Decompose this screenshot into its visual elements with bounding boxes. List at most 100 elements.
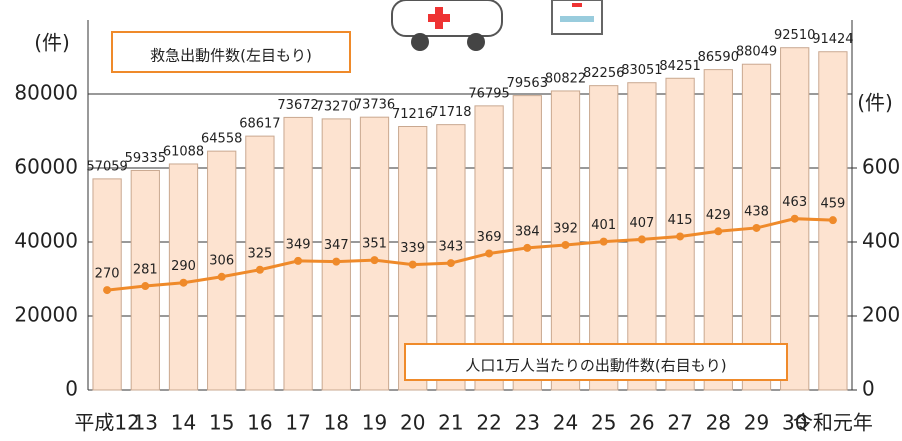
x-tick-label: 19 bbox=[362, 411, 387, 435]
bar bbox=[92, 178, 122, 391]
line-value-label: 384 bbox=[515, 224, 540, 239]
line-value-label: 401 bbox=[591, 218, 616, 233]
legend-label: 人口1万人当たりの出動件数(右目もり) bbox=[465, 357, 726, 375]
bar bbox=[550, 90, 581, 391]
x-tick-label: 平成12 bbox=[74, 411, 139, 435]
line-value-label: 347 bbox=[324, 238, 349, 253]
line-point bbox=[255, 265, 264, 274]
y2-tick-label: 0 bbox=[862, 377, 875, 401]
bar bbox=[207, 150, 237, 391]
line-value-label: 306 bbox=[209, 253, 234, 268]
line-point bbox=[217, 272, 226, 281]
x-tick-label: 23 bbox=[515, 411, 540, 435]
y-tick-label: 40000 bbox=[14, 229, 78, 253]
line-value-label: 369 bbox=[477, 230, 502, 245]
bar bbox=[245, 135, 275, 391]
legend-label: 救急出動件数(左目もり) bbox=[150, 47, 312, 65]
x-tick-label: 22 bbox=[476, 411, 501, 435]
bar bbox=[168, 163, 199, 391]
x-tick-label: 27 bbox=[667, 411, 692, 435]
x-tick-label: 25 bbox=[591, 411, 616, 435]
bar-value-label: 71718 bbox=[430, 105, 471, 120]
bar bbox=[321, 118, 351, 391]
x-tick-label: 令和元年 bbox=[793, 411, 873, 435]
x-tick-label: 15 bbox=[209, 411, 234, 435]
line-point bbox=[714, 227, 723, 236]
y-axis-label: (件) bbox=[34, 31, 70, 55]
line-value-label: 349 bbox=[286, 237, 311, 252]
bar-value-label: 79563 bbox=[507, 76, 548, 91]
y-tick-label: 80000 bbox=[14, 81, 78, 105]
line-value-label: 343 bbox=[438, 240, 463, 255]
bar bbox=[359, 116, 390, 391]
line-point bbox=[676, 232, 685, 241]
bar-value-label: 83051 bbox=[621, 63, 662, 78]
line-point bbox=[752, 223, 761, 232]
x-tick-label: 18 bbox=[324, 411, 349, 435]
line-value-label: 351 bbox=[362, 237, 387, 252]
bar-value-label: 57059 bbox=[86, 159, 127, 174]
bar-value-label: 76795 bbox=[468, 86, 509, 101]
y2-tick-label: 400 bbox=[862, 229, 900, 253]
legend-box bbox=[404, 343, 788, 381]
bar-value-label: 80822 bbox=[545, 71, 586, 86]
bar bbox=[130, 169, 160, 391]
bar bbox=[512, 95, 542, 391]
line-point bbox=[370, 256, 379, 265]
line-value-label: 325 bbox=[247, 246, 272, 261]
bar-value-label: 73672 bbox=[277, 98, 318, 113]
line-point bbox=[103, 286, 112, 295]
x-tick-label: 16 bbox=[247, 411, 272, 435]
bar-value-label: 88049 bbox=[736, 45, 777, 60]
y2-tick-label: 600 bbox=[862, 155, 900, 179]
y-tick-label: 0 bbox=[65, 377, 78, 401]
y-tick-label: 60000 bbox=[14, 155, 78, 179]
bar-value-label: 59335 bbox=[125, 151, 166, 166]
line-point bbox=[485, 249, 494, 258]
bar-value-label: 92510 bbox=[774, 28, 815, 43]
line-point bbox=[446, 259, 455, 268]
x-tick-label: 26 bbox=[629, 411, 654, 435]
x-tick-label: 20 bbox=[400, 411, 425, 435]
y2-axis-label: (件) bbox=[857, 91, 893, 115]
x-tick-label: 24 bbox=[553, 411, 578, 435]
bar-value-label: 91424 bbox=[812, 32, 853, 47]
line-point bbox=[599, 237, 608, 246]
x-tick-label: 17 bbox=[285, 411, 310, 435]
x-tick-label: 14 bbox=[171, 411, 196, 435]
line-value-label: 270 bbox=[95, 267, 120, 282]
line-point bbox=[294, 256, 303, 265]
line-value-label: 438 bbox=[744, 204, 769, 219]
line-point bbox=[561, 240, 570, 249]
x-tick-label: 13 bbox=[133, 411, 158, 435]
line-value-label: 429 bbox=[706, 208, 731, 223]
line-value-label: 415 bbox=[668, 213, 693, 228]
line-point bbox=[332, 257, 341, 266]
ambulance-icon bbox=[391, 0, 503, 51]
line-value-label: 459 bbox=[820, 197, 845, 212]
x-tick-label: 21 bbox=[438, 411, 463, 435]
line-point bbox=[408, 260, 417, 269]
line-point bbox=[637, 235, 646, 244]
bar-value-label: 82256 bbox=[583, 66, 624, 81]
bar bbox=[627, 82, 657, 391]
line-value-label: 339 bbox=[400, 241, 425, 256]
line-value-label: 290 bbox=[171, 259, 196, 274]
bar-value-label: 68617 bbox=[239, 117, 280, 132]
x-tick-label: 30 bbox=[782, 411, 807, 435]
line-point bbox=[179, 278, 188, 287]
line-value-label: 392 bbox=[553, 221, 578, 236]
line-value-label: 281 bbox=[133, 263, 158, 278]
bar-value-label: 84251 bbox=[659, 59, 700, 74]
line-value-label: 463 bbox=[782, 195, 807, 210]
line-value-label: 407 bbox=[629, 216, 654, 231]
bar-value-label: 73736 bbox=[354, 98, 395, 113]
y-tick-label: 20000 bbox=[14, 303, 78, 327]
bar-value-label: 73270 bbox=[316, 99, 357, 114]
bar-value-label: 71216 bbox=[392, 107, 433, 122]
line-point bbox=[141, 282, 150, 291]
bar-value-label: 86590 bbox=[698, 50, 739, 65]
x-tick-label: 29 bbox=[744, 411, 769, 435]
y2-tick-label: 200 bbox=[862, 303, 900, 327]
